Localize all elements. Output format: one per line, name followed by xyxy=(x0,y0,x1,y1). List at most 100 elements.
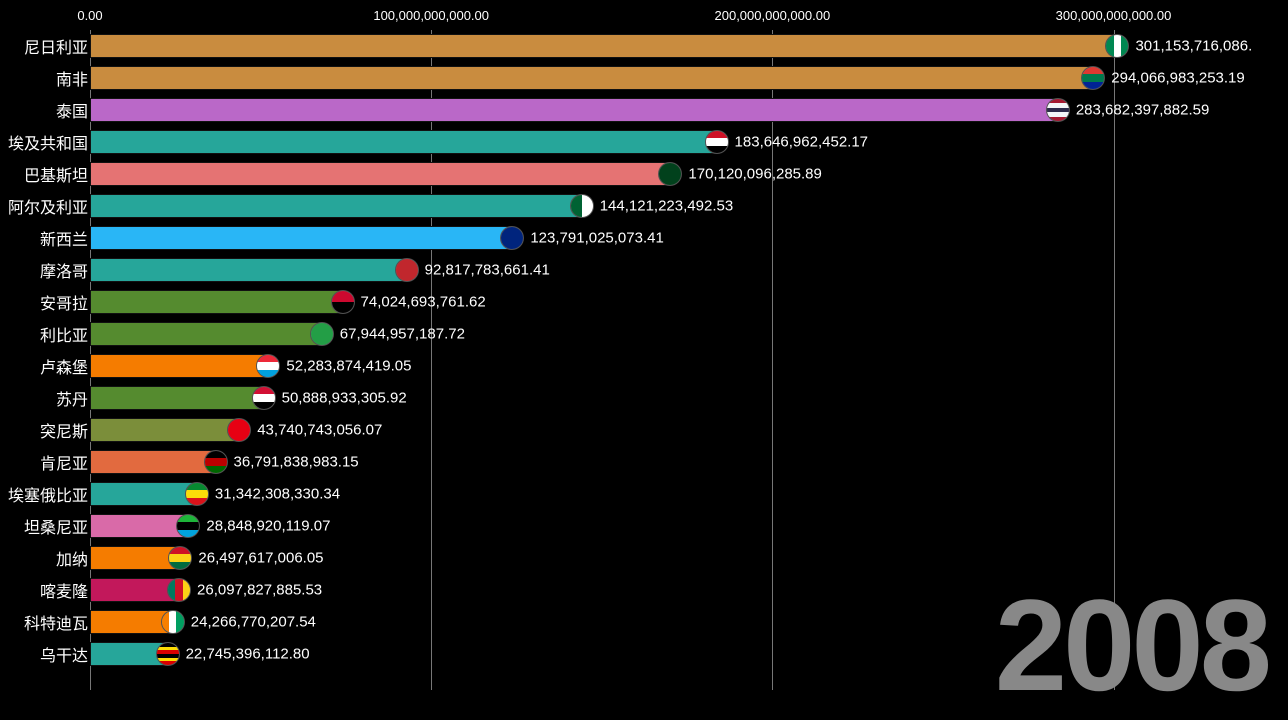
bar xyxy=(90,354,268,378)
bar xyxy=(90,98,1058,122)
country-label: 坦桑尼亚 xyxy=(24,514,88,538)
flag-icon xyxy=(1046,98,1070,122)
flag-icon xyxy=(570,194,594,218)
value-label: 26,497,617,006.05 xyxy=(198,550,323,567)
value-label: 144,121,223,492.53 xyxy=(600,198,733,215)
bar-row: 坦桑尼亚 28,848,920,119.07 xyxy=(0,510,1288,542)
country-label: 尼日利亚 xyxy=(24,34,88,58)
bar-row: 摩洛哥 92,817,783,661.41 xyxy=(0,254,1288,286)
country-label: 苏丹 xyxy=(56,386,88,410)
bar xyxy=(90,66,1093,90)
flag-icon xyxy=(176,514,200,538)
country-label: 利比亚 xyxy=(40,322,88,346)
flag-icon xyxy=(500,226,524,250)
bar xyxy=(90,546,180,570)
country-label: 肯尼亚 xyxy=(40,450,88,474)
flag-icon xyxy=(705,130,729,154)
bar xyxy=(90,162,670,186)
bar xyxy=(90,418,239,442)
bar xyxy=(90,130,717,154)
value-label: 67,944,957,187.72 xyxy=(340,326,465,343)
bar xyxy=(90,34,1117,58)
value-label: 50,888,933,305.92 xyxy=(282,390,407,407)
flag-icon xyxy=(256,354,280,378)
flag-icon xyxy=(331,290,355,314)
country-label: 埃塞俄比亚 xyxy=(8,482,88,506)
bar-row: 安哥拉 74,024,693,761.62 xyxy=(0,286,1288,318)
flag-icon xyxy=(1105,34,1129,58)
value-label: 43,740,743,056.07 xyxy=(257,422,382,439)
bar xyxy=(90,482,197,506)
flag-icon xyxy=(156,642,180,666)
bar xyxy=(90,322,322,346)
bar-row: 新西兰 123,791,025,073.41 xyxy=(0,222,1288,254)
value-label: 123,791,025,073.41 xyxy=(530,230,663,247)
bar-row: 巴基斯坦 170,120,096,285.89 xyxy=(0,158,1288,190)
value-label: 74,024,693,761.62 xyxy=(361,294,486,311)
value-label: 26,097,827,885.53 xyxy=(197,582,322,599)
bar xyxy=(90,450,216,474)
value-label: 52,283,874,419.05 xyxy=(286,358,411,375)
country-label: 加纳 xyxy=(56,546,88,570)
value-label: 170,120,096,285.89 xyxy=(688,166,821,183)
bar-row: 肯尼亚 36,791,838,983.15 xyxy=(0,446,1288,478)
bar-row: 阿尔及利亚 144,121,223,492.53 xyxy=(0,190,1288,222)
value-label: 22,745,396,112.80 xyxy=(186,646,310,663)
bar xyxy=(90,258,407,282)
value-label: 92,817,783,661.41 xyxy=(425,262,550,279)
bar-row: 埃塞俄比亚 31,342,308,330.34 xyxy=(0,478,1288,510)
country-label: 科特迪瓦 xyxy=(24,610,88,634)
bar-row: 埃及共和国 183,646,962,452.17 xyxy=(0,126,1288,158)
bar xyxy=(90,386,264,410)
bar-row: 加纳 26,497,617,006.05 xyxy=(0,542,1288,574)
flag-icon xyxy=(168,546,192,570)
bar-row: 南非 294,066,983,253.19 xyxy=(0,62,1288,94)
value-label: 183,646,962,452.17 xyxy=(735,134,868,151)
country-label: 巴基斯坦 xyxy=(24,162,88,186)
value-label: 24,266,770,207.54 xyxy=(191,614,316,631)
country-label: 乌干达 xyxy=(40,642,88,666)
axis-tick-label: 300,000,000,000.00 xyxy=(1056,8,1172,23)
bar xyxy=(90,226,512,250)
flag-icon xyxy=(227,418,251,442)
country-label: 卢森堡 xyxy=(40,354,88,378)
bar xyxy=(90,194,582,218)
bar-row: 突尼斯 43,740,743,056.07 xyxy=(0,414,1288,446)
value-label: 28,848,920,119.07 xyxy=(206,518,330,535)
year-label: 2008 xyxy=(995,580,1268,710)
x-axis: 0.00100,000,000,000.00200,000,000,000.00… xyxy=(90,8,1250,30)
country-label: 阿尔及利亚 xyxy=(8,194,88,218)
country-label: 泰国 xyxy=(56,98,88,122)
country-label: 埃及共和国 xyxy=(8,130,88,154)
flag-icon xyxy=(185,482,209,506)
flag-icon xyxy=(204,450,228,474)
value-label: 294,066,983,253.19 xyxy=(1111,70,1244,87)
flag-icon xyxy=(395,258,419,282)
bar xyxy=(90,290,343,314)
country-label: 新西兰 xyxy=(40,226,88,250)
flag-icon xyxy=(161,610,185,634)
flag-icon xyxy=(1081,66,1105,90)
bar-row: 尼日利亚 301,153,716,086. xyxy=(0,30,1288,62)
axis-tick-label: 200,000,000,000.00 xyxy=(715,8,831,23)
axis-tick-label: 0.00 xyxy=(77,8,102,23)
country-label: 摩洛哥 xyxy=(40,258,88,282)
bar-row: 苏丹 50,888,933,305.92 xyxy=(0,382,1288,414)
axis-tick-label: 100,000,000,000.00 xyxy=(373,8,489,23)
flag-icon xyxy=(310,322,334,346)
flag-icon xyxy=(658,162,682,186)
value-label: 36,791,838,983.15 xyxy=(234,454,359,471)
value-label: 301,153,716,086. xyxy=(1135,38,1252,55)
country-label: 突尼斯 xyxy=(40,418,88,442)
bar xyxy=(90,578,179,602)
bar-row: 泰国 283,682,397,882.59 xyxy=(0,94,1288,126)
country-label: 南非 xyxy=(56,66,88,90)
value-label: 31,342,308,330.34 xyxy=(215,486,340,503)
bar-row: 利比亚 67,944,957,187.72 xyxy=(0,318,1288,350)
flag-icon xyxy=(252,386,276,410)
country-label: 喀麦隆 xyxy=(40,578,88,602)
country-label: 安哥拉 xyxy=(40,290,88,314)
flag-icon xyxy=(167,578,191,602)
bar xyxy=(90,514,188,538)
value-label: 283,682,397,882.59 xyxy=(1076,102,1209,119)
